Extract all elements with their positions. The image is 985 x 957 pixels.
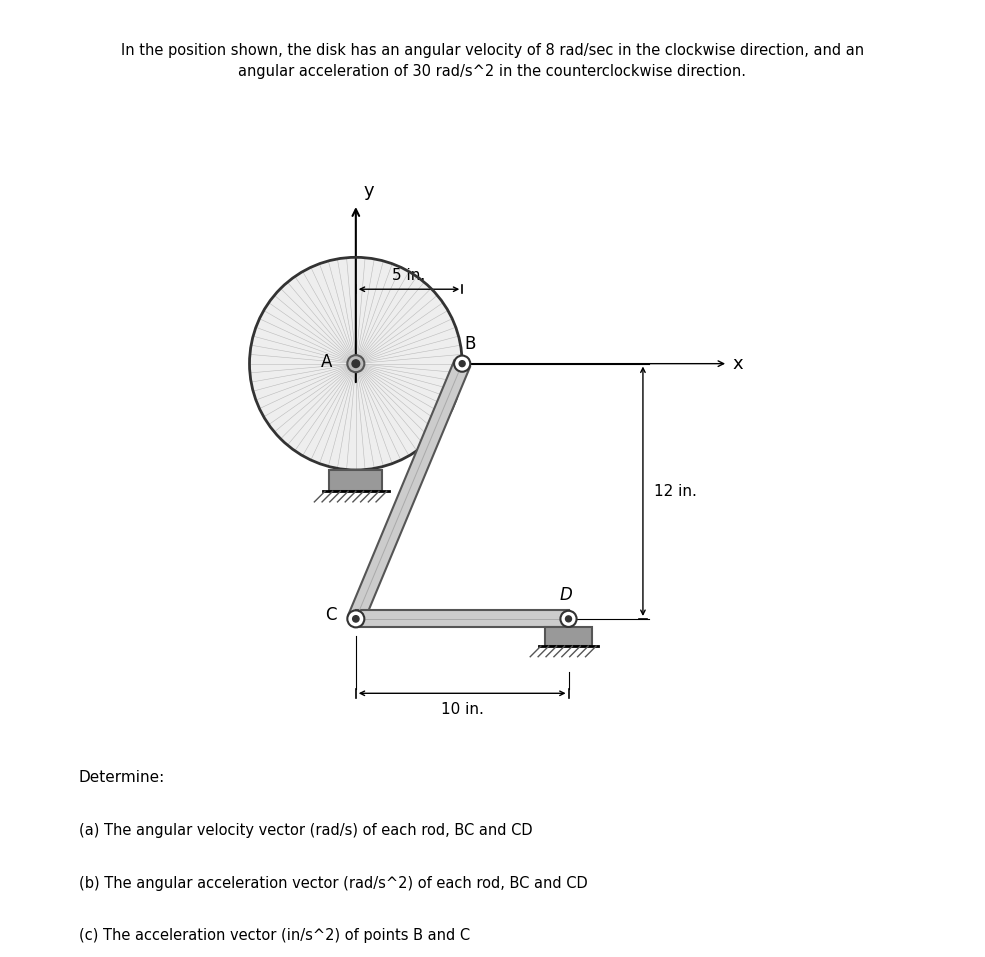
Circle shape — [352, 360, 360, 367]
Circle shape — [454, 356, 470, 371]
Circle shape — [348, 611, 364, 628]
Text: C: C — [325, 606, 337, 624]
Text: 12 in.: 12 in. — [654, 483, 696, 499]
Text: y: y — [363, 182, 374, 200]
FancyBboxPatch shape — [329, 470, 382, 491]
Text: In the position shown, the disk has an angular velocity of 8 rad/sec in the cloc: In the position shown, the disk has an a… — [121, 43, 864, 58]
Text: A: A — [321, 352, 333, 370]
Polygon shape — [348, 361, 470, 622]
Circle shape — [560, 611, 576, 627]
Text: 10 in.: 10 in. — [440, 701, 484, 717]
Text: angular acceleration of 30 rad/s^2 in the counterclockwise direction.: angular acceleration of 30 rad/s^2 in th… — [238, 64, 747, 79]
Circle shape — [249, 257, 462, 470]
Circle shape — [459, 361, 465, 367]
Circle shape — [353, 615, 359, 622]
Text: B: B — [464, 335, 476, 353]
Circle shape — [565, 616, 571, 622]
Text: 5 in.: 5 in. — [392, 268, 426, 283]
Text: x: x — [732, 355, 743, 372]
Text: Determine:: Determine: — [79, 770, 165, 786]
Bar — [545, 627, 592, 646]
Text: (b) The angular acceleration vector (rad/s^2) of each rod, BC and CD: (b) The angular acceleration vector (rad… — [79, 876, 587, 891]
Text: (a) The angular velocity vector (rad/s) of each rod, BC and CD: (a) The angular velocity vector (rad/s) … — [79, 823, 533, 838]
Polygon shape — [356, 611, 568, 628]
Circle shape — [348, 355, 364, 372]
Text: (c) The acceleration vector (in/s^2) of points B and C: (c) The acceleration vector (in/s^2) of … — [79, 928, 470, 944]
Text: D: D — [560, 586, 572, 604]
